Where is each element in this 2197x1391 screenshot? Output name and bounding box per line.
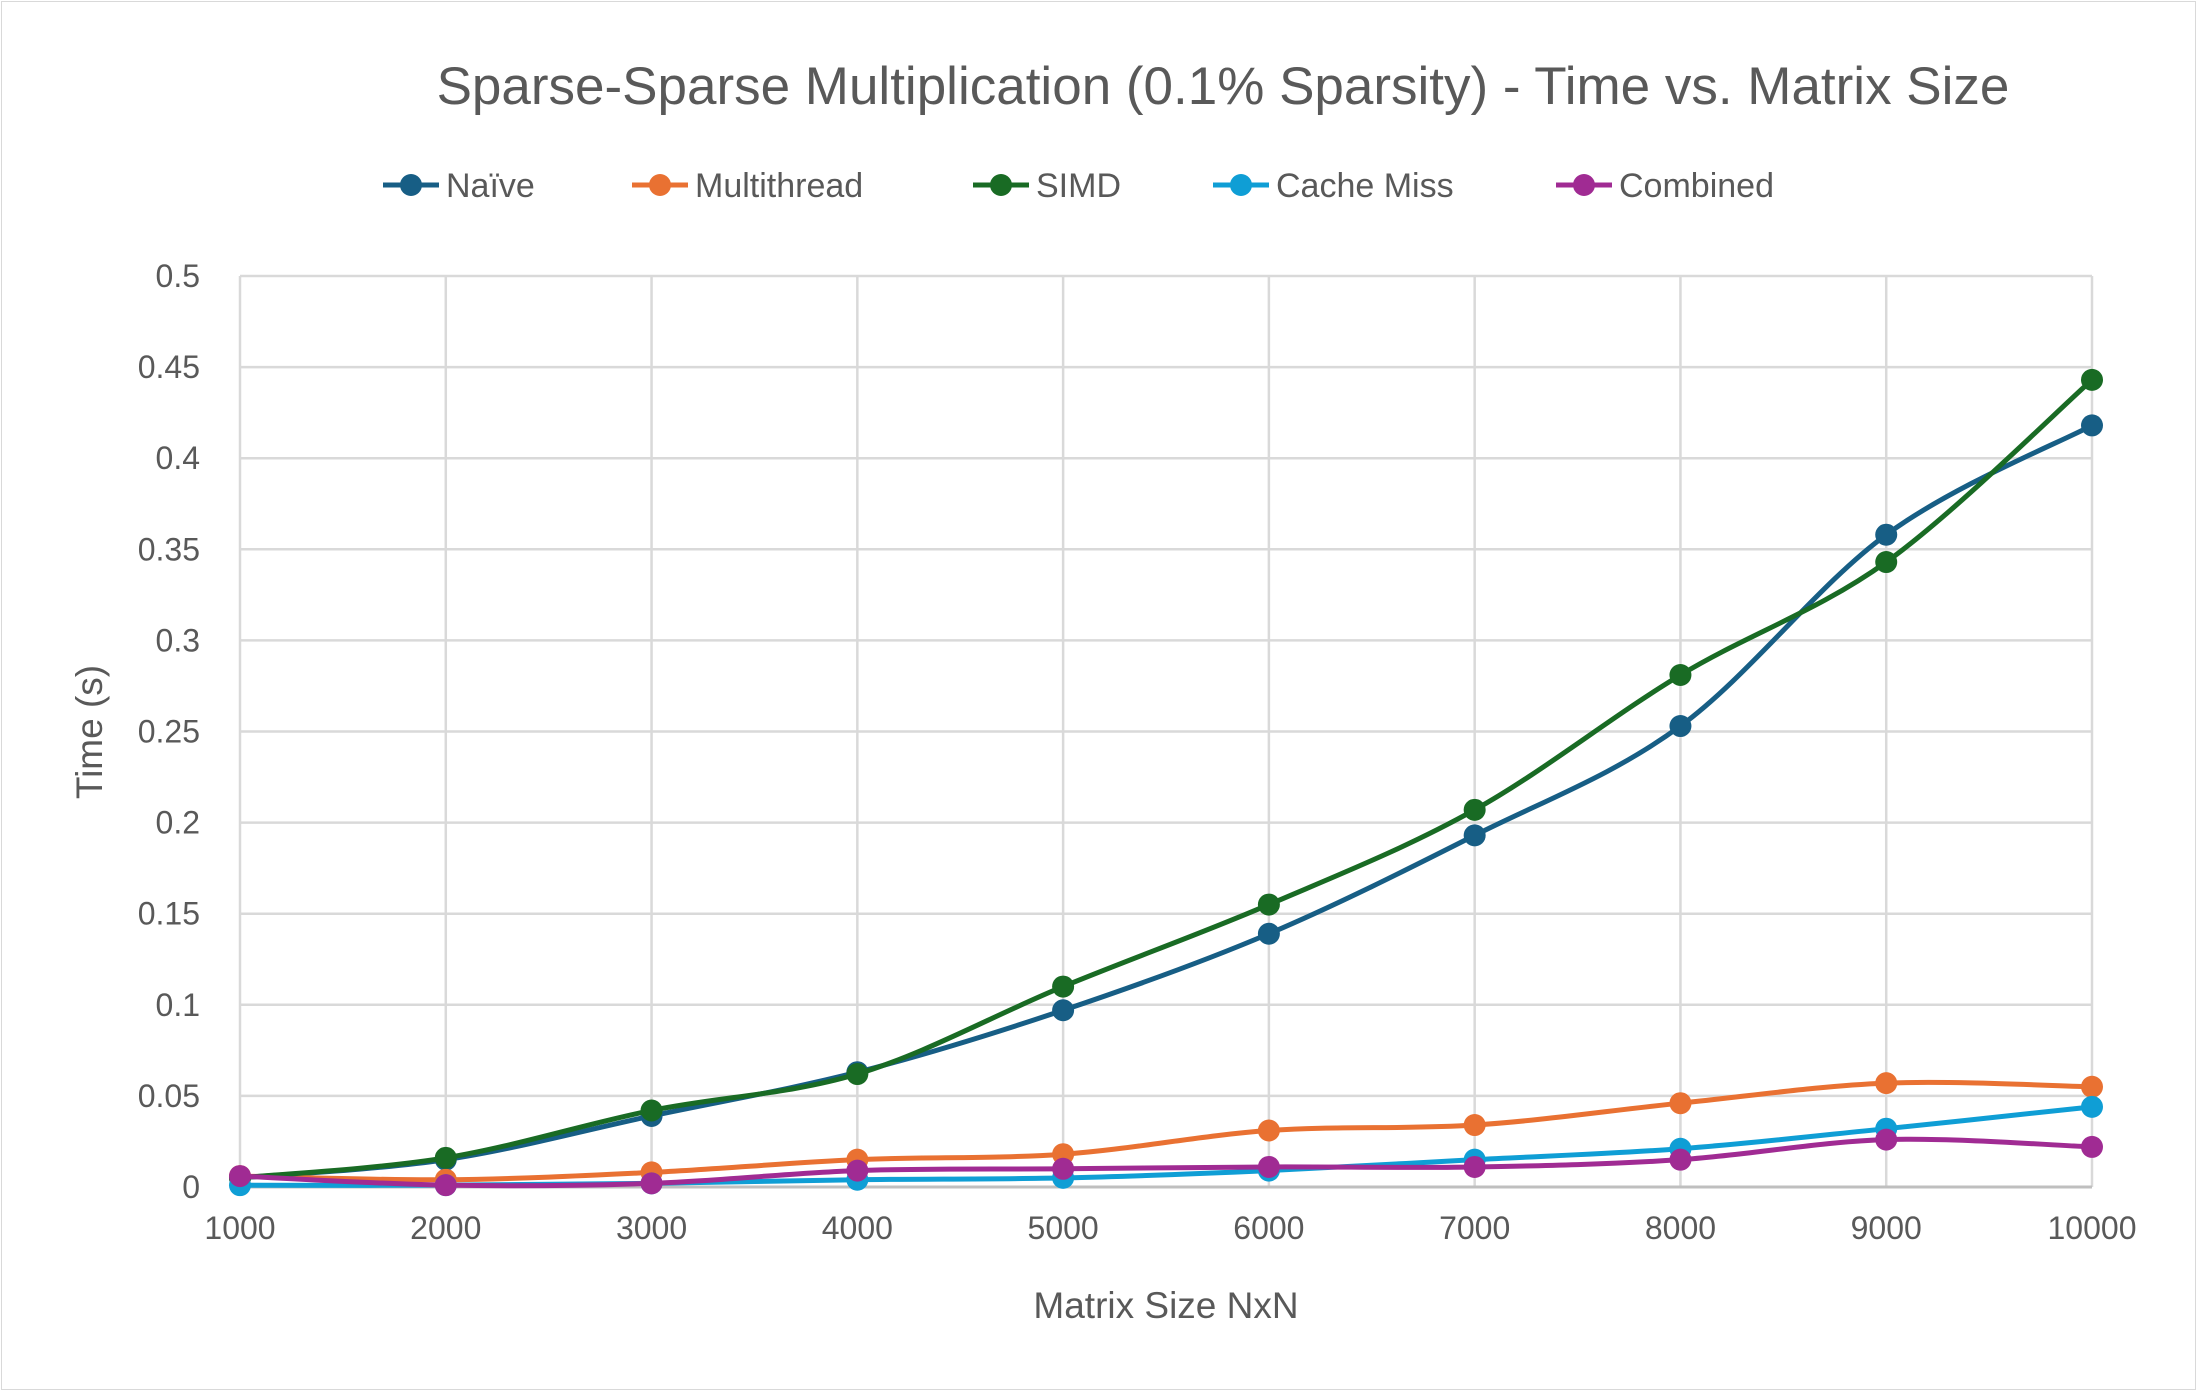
legend-marker-icon — [400, 174, 422, 196]
series-line — [239, 1079, 2093, 1183]
legend-marker-icon — [1573, 174, 1595, 196]
series-line — [239, 423, 2094, 1181]
series-line — [239, 1136, 2093, 1189]
axes: 0 0.05 0.1 0.15 0.2 0.25 0.3 0.35 0.4 0.45 0.5 1000… — [138, 258, 2137, 1246]
y-tick-label: 0.4 — [156, 440, 200, 476]
series-naïve — [229, 414, 2103, 1189]
legend-item: Naïve — [383, 167, 535, 205]
x-tick-label: 5000 — [1028, 1210, 1099, 1246]
data-point — [1463, 1114, 1486, 1137]
data-point — [1669, 715, 1692, 738]
gridlines — [238, 274, 2094, 1187]
legend-marker-icon — [649, 174, 671, 196]
y-tick-label: 0.45 — [138, 349, 200, 385]
data-point — [846, 1159, 869, 1182]
y-tick-label: 0.2 — [156, 805, 200, 841]
x-tick-label: 6000 — [1233, 1210, 1304, 1246]
chart-title: Sparse-Sparse Multiplication (0.1% Spars… — [437, 57, 2010, 116]
data-point — [1669, 1092, 1692, 1115]
series-combined — [229, 1128, 2103, 1197]
legend-item: Combined — [1556, 167, 1774, 205]
data-point — [1875, 1128, 1898, 1151]
data-point — [1463, 824, 1486, 847]
y-tick-label: 0.15 — [138, 896, 200, 932]
x-tick-label: 7000 — [1439, 1210, 1510, 1246]
legend-marker-icon — [1230, 174, 1252, 196]
data-point — [1463, 798, 1486, 821]
data-point — [2081, 1135, 2103, 1158]
data-point — [640, 1172, 663, 1195]
y-tick-label: 0.5 — [156, 258, 200, 294]
legend-item: Multithread — [632, 167, 863, 205]
y-tick-label: 0 — [182, 1169, 200, 1205]
data-point — [1875, 551, 1898, 574]
data-point — [1669, 1148, 1692, 1171]
data-point — [434, 1174, 457, 1197]
series-simd — [229, 368, 2103, 1189]
data-point — [1257, 922, 1280, 945]
x-tick-label: 3000 — [616, 1210, 687, 1246]
x-tick-label: 1000 — [204, 1210, 275, 1246]
x-tick-label: 8000 — [1645, 1210, 1716, 1246]
y-tick-label: 0.05 — [138, 1078, 200, 1114]
x-tick-label: 9000 — [1851, 1210, 1922, 1246]
y-tick-label: 0.35 — [138, 531, 200, 567]
x-tick-label: 10000 — [2048, 1210, 2137, 1246]
data-point — [1052, 1157, 1075, 1180]
data-point — [1052, 975, 1075, 998]
legend-label: Naïve — [446, 167, 535, 205]
data-point — [846, 1063, 869, 1086]
legend-label: Multithread — [695, 167, 863, 205]
data-point — [1463, 1155, 1486, 1178]
data-point — [1257, 1119, 1280, 1142]
y-tick-label: 0.1 — [156, 987, 200, 1023]
x-tick-label: 2000 — [410, 1210, 481, 1246]
y-tick-label: 0.25 — [138, 714, 200, 750]
series-line — [239, 377, 2094, 1181]
series-group — [229, 368, 2103, 1197]
y-axis-title: Time (s) — [69, 665, 110, 799]
legend-label: Combined — [1619, 167, 1774, 205]
data-point — [2081, 1095, 2103, 1118]
data-point — [1257, 1155, 1280, 1178]
data-point — [434, 1146, 457, 1169]
data-point — [1875, 1072, 1898, 1095]
data-point — [640, 1099, 663, 1122]
legend-item: SIMD — [973, 167, 1121, 205]
x-axis-title: Matrix Size NxN — [1033, 1285, 1298, 1326]
legend-label: SIMD — [1036, 167, 1121, 205]
legend: Naïve Multithread SIMD Cache Miss Combined — [383, 167, 1774, 205]
data-point — [1052, 999, 1075, 1022]
legend-label: Cache Miss — [1276, 167, 1454, 205]
data-point — [229, 1165, 251, 1188]
legend-item: Cache Miss — [1213, 167, 1454, 205]
data-point — [2081, 1075, 2103, 1098]
data-point — [1875, 523, 1898, 546]
data-point — [2081, 368, 2103, 391]
data-point — [1257, 893, 1280, 916]
data-point — [2081, 414, 2103, 437]
legend-marker-icon — [990, 174, 1012, 196]
y-tick-label: 0.3 — [156, 622, 200, 658]
x-tick-label: 4000 — [822, 1210, 893, 1246]
data-point — [1669, 664, 1692, 687]
